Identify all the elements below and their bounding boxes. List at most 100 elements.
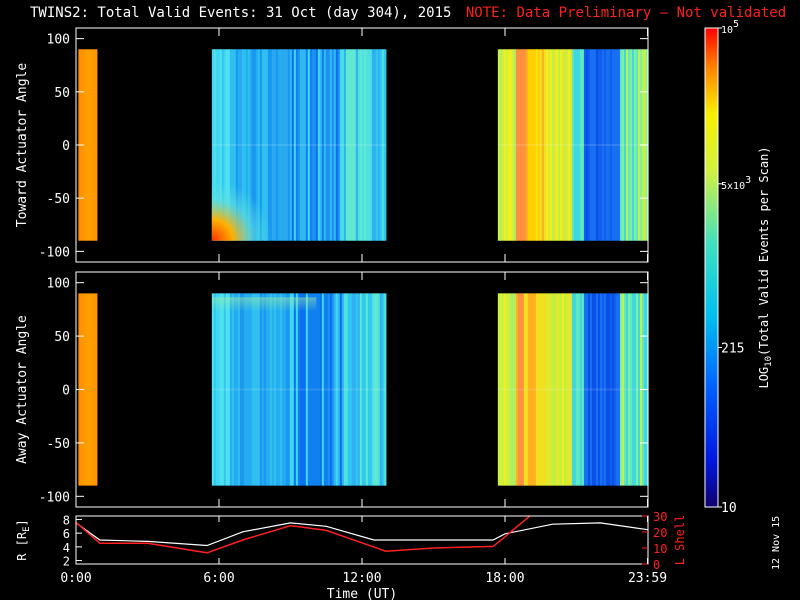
heatmap-column [511, 49, 515, 241]
heatmap-column [501, 49, 505, 241]
heatmap-column [233, 49, 237, 241]
heatmap-column [383, 49, 387, 241]
heatmap-column [327, 49, 331, 241]
heatmap-column [571, 293, 575, 486]
heatmap-column [225, 49, 229, 241]
heatmap-column [567, 49, 571, 241]
heatmap-column [221, 49, 225, 241]
heatmap-column [277, 293, 281, 486]
heatmap-column [287, 293, 291, 486]
tick-exp: 5 [733, 19, 739, 30]
heatmap-column [337, 49, 341, 241]
heatmap-column [583, 293, 587, 486]
y-tick-label-right: 0 [653, 558, 660, 572]
heatmap-column [273, 49, 277, 241]
heatmap-column [525, 49, 529, 241]
heatmap-column [301, 293, 305, 486]
heatmap-column [509, 293, 513, 486]
data-block-fill [78, 49, 98, 241]
heatmap-column [543, 49, 547, 241]
heatmap-column [497, 49, 501, 241]
heatmap-column [237, 293, 241, 486]
heatmap-column [381, 49, 385, 241]
heatmap-column [317, 293, 321, 486]
y-tick-label-right: 30 [653, 510, 667, 524]
heatmap-column [235, 49, 239, 241]
heatmap-column [339, 293, 343, 486]
heatmap-column [363, 49, 367, 241]
heatmap-column [353, 293, 357, 486]
label-part: ] [15, 519, 29, 526]
title-note: NOTE: Data Preliminary — Not validated [465, 5, 787, 21]
heatmap-column [585, 293, 589, 486]
heatmap-column [323, 293, 327, 486]
heatmap-column [319, 49, 323, 241]
heatmap-column [517, 49, 521, 241]
heatmap-column [569, 49, 573, 241]
heatmap-column [361, 293, 365, 486]
heatmap-column [607, 293, 611, 486]
heatmap-column [351, 293, 355, 486]
heatmap-column [251, 49, 255, 241]
tick-base: 10 [733, 181, 745, 192]
y-tick-label: -100 [39, 245, 70, 260]
colorbar-frame [704, 27, 719, 508]
x-tick-label: 0:00 [60, 571, 91, 586]
heatmap-column [359, 49, 363, 241]
tick-mult: 5x [721, 181, 733, 192]
heatmap-column [237, 49, 241, 241]
heatmap-column [307, 293, 311, 486]
heatmap-column [507, 49, 511, 241]
heatmap-column [367, 293, 371, 486]
colorbar-fill [705, 28, 718, 507]
y-axis-label-left: R [RE] [15, 519, 32, 561]
heatmap-column [271, 49, 275, 241]
heatmap-column [289, 49, 293, 241]
heatmap-column [285, 293, 289, 486]
heatmap-column [583, 49, 587, 241]
r-line [76, 522, 648, 547]
heatmap-column [501, 293, 505, 486]
y-tick-label-left: 8 [63, 513, 70, 527]
heatmap-column [227, 49, 231, 241]
heatmap-column [359, 293, 363, 486]
heatmap-column [313, 293, 317, 486]
heatmap-column [617, 49, 621, 241]
heatmap-column [519, 293, 523, 486]
heatmap-column [617, 293, 621, 486]
heatmap-column [625, 293, 629, 486]
heatmap-column [599, 293, 603, 486]
heatmap-column [333, 49, 337, 241]
heatmap-column [575, 49, 579, 241]
heatmap-column [587, 49, 591, 241]
heatmap-column [365, 293, 369, 486]
heatmap-column [235, 293, 239, 486]
heatmap-column [291, 293, 295, 486]
heatmap-column [257, 293, 261, 486]
heatmap-column [217, 293, 221, 486]
zero-angle-line [211, 144, 386, 146]
heatmap-column [309, 293, 313, 486]
heatmap-column [557, 293, 561, 486]
heatmap-column [373, 49, 377, 241]
heatmap-column [549, 293, 553, 486]
heatmap-column [213, 49, 217, 241]
heatmap-column [379, 293, 383, 486]
heatmap-column [509, 49, 513, 241]
heatmap-column [505, 293, 509, 486]
heatmap-column [275, 293, 279, 486]
heatmap-column [613, 49, 617, 241]
x-tick-label: 12:00 [342, 571, 381, 586]
heatmap-column [253, 293, 257, 486]
heatmap-column [253, 49, 257, 241]
heatmap-column [303, 49, 307, 241]
data-block [78, 49, 98, 241]
tick-base: 10 [721, 501, 737, 516]
heatmap-column [519, 49, 523, 241]
heatmap-column [603, 293, 607, 486]
heatmap-column [579, 293, 583, 486]
heatmap-column [577, 49, 581, 241]
colorbar-tick-label: 215 [721, 341, 744, 356]
l-shell-line [76, 516, 531, 554]
